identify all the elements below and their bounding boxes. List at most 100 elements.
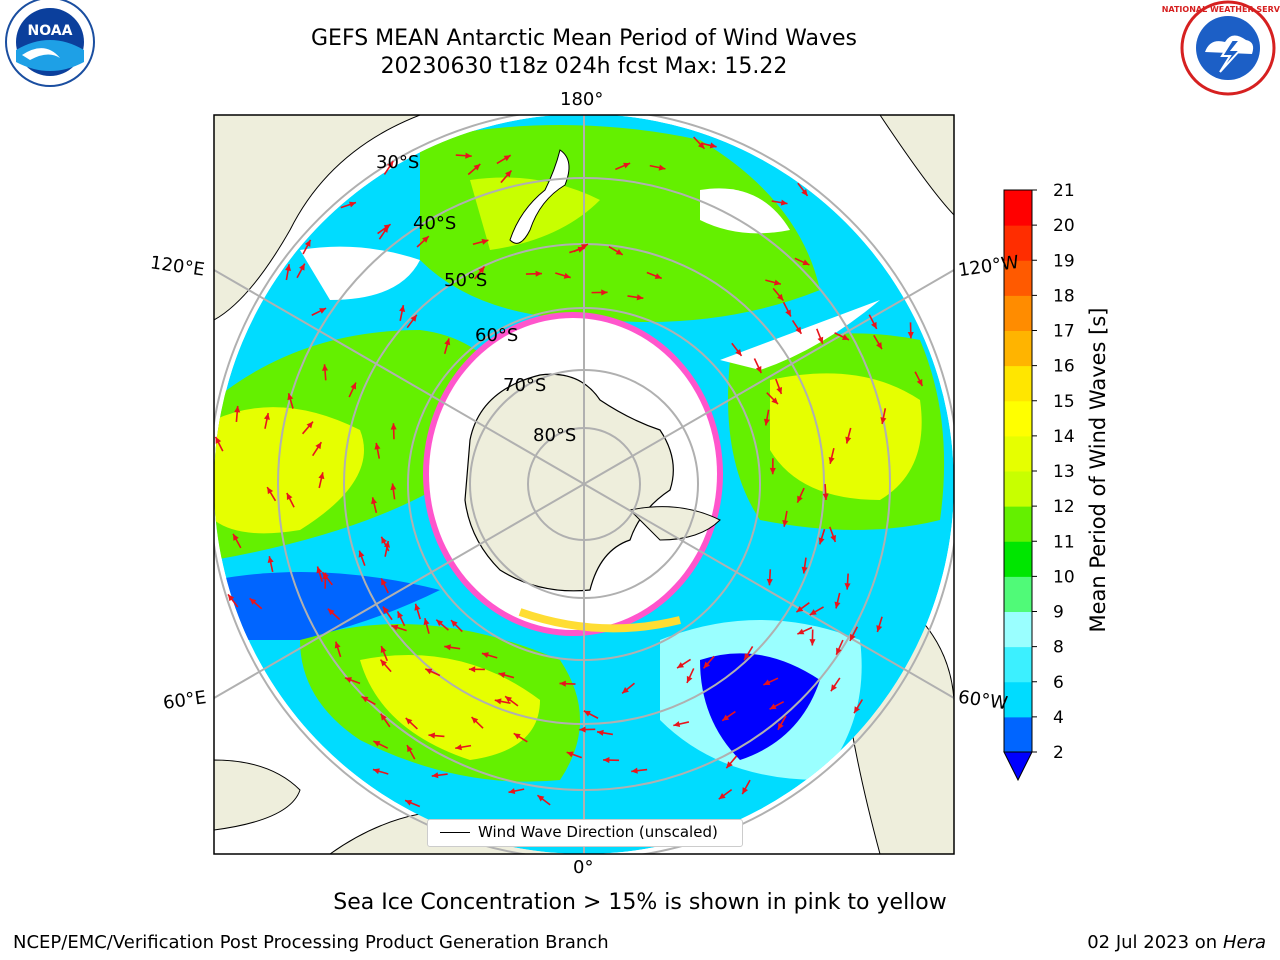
wind-wave-arrowhead [871, 321, 877, 329]
wind-wave-arrowhead [468, 666, 476, 673]
wind-wave-arrowhead [876, 342, 882, 350]
wind-wave-arrowhead [481, 652, 489, 659]
wind-wave-arrowhead [361, 696, 369, 703]
colorbar-tick-label: 10 [1053, 567, 1075, 587]
colorbar-tick-label: 6 [1053, 673, 1064, 693]
graticule [214, 115, 954, 854]
wind-wave-arrowhead [372, 768, 380, 775]
wind-wave-arrowhead [381, 578, 387, 586]
land-new-zealand [509, 149, 570, 244]
colorbar-tick-label: 11 [1053, 532, 1075, 552]
colorbar-tick-label: 16 [1053, 357, 1075, 377]
chart-subtitle: 20230630 t18z 024h fcst Max: 15.22 [380, 54, 788, 79]
wind-wave-arrowhead [907, 332, 914, 339]
wind-wave-arrowhead [465, 152, 472, 159]
wind-wave-arrowhead [537, 795, 545, 802]
wind-wave-arrowhead [802, 259, 810, 266]
wind-wave-arrowhead [795, 326, 802, 334]
wind-wave-arrowhead [797, 495, 803, 503]
wind-wave-arrowhead [451, 620, 458, 627]
wind-wave-arrowhead [830, 534, 837, 542]
wind-wave-arrowhead [755, 365, 762, 373]
wind-wave-arrowhead [535, 270, 542, 277]
wind-wave-arrowhead [722, 714, 730, 721]
noaa-logo: NOAA [5, 0, 95, 87]
wind-wave-arrowhead [455, 744, 462, 751]
wind-wave-arrowhead [371, 497, 378, 505]
wind-wave-arrowhead [444, 644, 451, 651]
wind-wave-arrowhead [834, 601, 841, 609]
chart-title: GEFS MEAN Antarctic Mean Period of Wind … [311, 26, 857, 51]
wind-wave-arrowhead [797, 628, 805, 635]
wind-wave-arrowhead [423, 618, 430, 626]
wind-wave-arrowhead [735, 349, 742, 356]
wind-wave-arrowhead [249, 598, 257, 605]
wind-wave-arrowhead [285, 264, 292, 271]
wind-wave-arrowhead [744, 653, 751, 661]
colorbar-extend-arrow [1003, 751, 1033, 782]
wind-wave-arrowhead [801, 566, 808, 574]
wind-wave-arrowhead [563, 272, 571, 279]
wind-wave-arrowhead [267, 487, 274, 495]
wind-wave-arrowhead [286, 492, 293, 500]
lat-label-80s: 80°S [533, 425, 577, 446]
colorbar-bin [1004, 365, 1032, 402]
wind-wave-arrowhead [677, 662, 685, 669]
colorbar-bin [1004, 295, 1032, 331]
wind-wave-arrowhead [673, 721, 681, 728]
colorbar: 2 4 6 8 9 10 11 12 13 14 15 16 17 18 19 20 21 [1003, 181, 1075, 782]
wind-wave-arrowhead [777, 293, 784, 301]
wind-wave-arrowhead [703, 661, 710, 669]
colorbar-tick-label: 21 [1053, 181, 1075, 201]
wind-wave-arrowhead [358, 550, 365, 558]
legend-line-swatch [440, 832, 470, 833]
wind-wave-arrowhead [494, 698, 502, 705]
wind-wave-arrowhead [583, 710, 591, 717]
wind-wave-arrowhead [287, 393, 294, 401]
wind-wave-arrowhead [769, 703, 777, 710]
wind-wave-arrowhead [322, 572, 329, 580]
lat-label-70s: 70°S [503, 375, 547, 396]
wind-wave-arrowhead [636, 294, 644, 301]
wind-wave-arrowhead [777, 722, 784, 730]
colorbar-bin [1004, 716, 1032, 753]
wind-wave-arrowhead [809, 639, 816, 646]
wind-wave-arrowhead [390, 483, 397, 491]
colorbar-tick-label: 13 [1053, 462, 1075, 482]
wind-wave-arrowhead [818, 537, 825, 545]
wind-wave-arrowhead [503, 155, 511, 162]
wind-wave-arrowhead [344, 677, 352, 683]
lon-label-0: 0° [573, 857, 594, 878]
wind-wave-arrowhead [782, 519, 789, 527]
wind-wave-arrowhead [428, 732, 436, 739]
colorbar-bin [1004, 330, 1032, 367]
wind-wave-arrowhead [436, 619, 444, 627]
wind-wave-arrowhead [580, 244, 588, 250]
wind-wave-arrowhead [836, 647, 842, 655]
lat-label-50s: 50°S [444, 270, 488, 291]
wind-wave-arrowhead [391, 624, 399, 631]
wind-wave-arrowhead [709, 142, 717, 149]
wind-wave-arrowhead [390, 423, 397, 430]
wind-wave-arrowhead [559, 680, 566, 687]
wind-wave-arrowhead [809, 609, 817, 615]
wind-wave-arrowhead [380, 659, 387, 667]
colorbar-bin [1004, 611, 1032, 648]
wind-wave-arrowhead [505, 170, 512, 178]
colorbar-tick-label: 12 [1053, 497, 1075, 517]
wind-wave-arrowhead [382, 225, 389, 233]
footer-date-text: 02 Jul 2023 on [1087, 932, 1223, 953]
wind-wave-arrowhead [304, 239, 311, 247]
wind-wave-arrowhead [373, 741, 381, 747]
wind-wave-arrowhead [880, 417, 887, 424]
wind-wave-arrowhead [697, 142, 705, 149]
wind-wave-arrowhead [498, 672, 506, 678]
colorbar-tick-label: 9 [1053, 603, 1064, 623]
colorbar-tick-label: 14 [1053, 427, 1075, 447]
wind-wave-arrowhead [830, 684, 837, 692]
footer-credit: NCEP/EMC/Verification Post Processing Pr… [13, 932, 609, 953]
wind-wave-arrowhead [796, 605, 804, 613]
wind-wave-arrowhead [763, 418, 770, 426]
wind-wave-arrowhead [381, 536, 387, 544]
